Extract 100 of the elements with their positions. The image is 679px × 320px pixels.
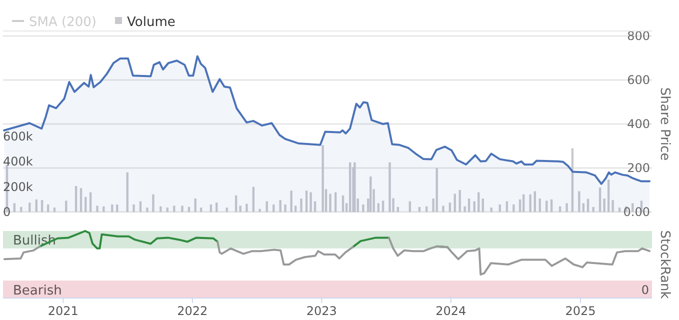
bar — [607, 180, 610, 212]
annotation: 0 — [641, 283, 649, 297]
y-axis-title: StockRank — [657, 230, 672, 300]
bar — [458, 190, 461, 212]
bar — [396, 206, 399, 212]
bar — [603, 198, 606, 212]
bar — [166, 208, 168, 212]
bar — [388, 162, 391, 212]
bar — [20, 206, 22, 212]
band-label: Bearish — [13, 283, 62, 298]
bar — [102, 206, 105, 212]
bar — [226, 208, 228, 212]
y2-tick-label: 200k — [3, 180, 33, 194]
bar — [454, 194, 456, 212]
y-tick-label: 400 — [627, 117, 650, 131]
bar — [188, 206, 190, 212]
bar — [290, 190, 292, 212]
bar — [200, 208, 202, 212]
bar — [382, 200, 384, 212]
bar — [418, 206, 421, 212]
bar — [152, 194, 154, 212]
x-tick-label: 2023 — [306, 304, 337, 318]
bar — [566, 203, 568, 212]
bar — [84, 196, 87, 212]
y2-tick-label: 400k — [3, 154, 33, 169]
bar — [334, 192, 337, 212]
bar — [370, 176, 372, 212]
bar — [89, 192, 92, 212]
bar — [194, 198, 196, 212]
bar — [181, 206, 184, 212]
bar — [329, 194, 332, 212]
bar — [173, 206, 176, 212]
bar — [252, 186, 255, 212]
bar — [160, 206, 162, 212]
bar — [279, 200, 282, 212]
bar — [46, 204, 50, 212]
bar — [322, 145, 324, 212]
bar — [272, 204, 275, 212]
y-axis-title: Share Price — [657, 87, 672, 161]
bar — [294, 206, 297, 212]
y-tick-label: 200 — [627, 161, 650, 175]
y2-tick-label: 0 — [3, 205, 11, 219]
y-tick-label: 0.00 — [623, 205, 650, 219]
bar — [436, 168, 438, 212]
bar — [448, 202, 452, 212]
bar — [258, 208, 261, 212]
bar — [348, 162, 352, 212]
bar — [464, 206, 466, 212]
bar — [246, 204, 248, 212]
bar — [529, 194, 532, 212]
bar — [284, 204, 286, 212]
bar — [545, 200, 548, 212]
x-tick-label: 2022 — [177, 304, 208, 318]
bar — [40, 200, 44, 212]
bar — [362, 204, 364, 212]
bar — [234, 195, 238, 212]
bar — [216, 202, 218, 212]
bar — [592, 206, 594, 212]
bar — [126, 172, 128, 212]
bar — [35, 199, 38, 212]
bar — [354, 162, 356, 212]
x-tick-label: 2021 — [48, 304, 78, 318]
bar — [146, 208, 148, 212]
bar — [598, 187, 602, 212]
bar — [342, 195, 344, 212]
bar — [618, 208, 621, 212]
y-tick-label: 600 — [627, 73, 650, 87]
bar — [111, 204, 114, 212]
bar — [132, 204, 135, 212]
bar — [377, 203, 380, 212]
bar — [239, 206, 242, 212]
bar — [310, 192, 312, 212]
bar — [305, 190, 308, 212]
bar — [442, 206, 444, 212]
bar — [490, 208, 492, 212]
bar — [74, 186, 78, 212]
bar — [578, 191, 580, 212]
bar — [586, 198, 590, 212]
y-tick-label: 800 — [627, 29, 650, 43]
bar — [522, 194, 525, 212]
bar — [28, 202, 31, 212]
bar — [550, 199, 553, 212]
x-tick-label: 2024 — [436, 304, 466, 318]
bar — [65, 200, 68, 212]
x-tick-label: 2025 — [565, 304, 596, 318]
bar — [512, 204, 515, 212]
bar — [468, 198, 470, 212]
bar — [96, 206, 98, 212]
y2-tick-label: 600k — [3, 130, 33, 144]
bar — [53, 208, 56, 212]
bar — [116, 204, 118, 212]
bar — [498, 204, 501, 212]
bar — [478, 192, 480, 212]
bar — [13, 203, 16, 212]
bar — [300, 198, 302, 212]
bar — [538, 198, 541, 212]
bar — [534, 191, 536, 212]
bar — [612, 200, 614, 212]
bar — [80, 188, 82, 212]
bar — [210, 204, 212, 212]
